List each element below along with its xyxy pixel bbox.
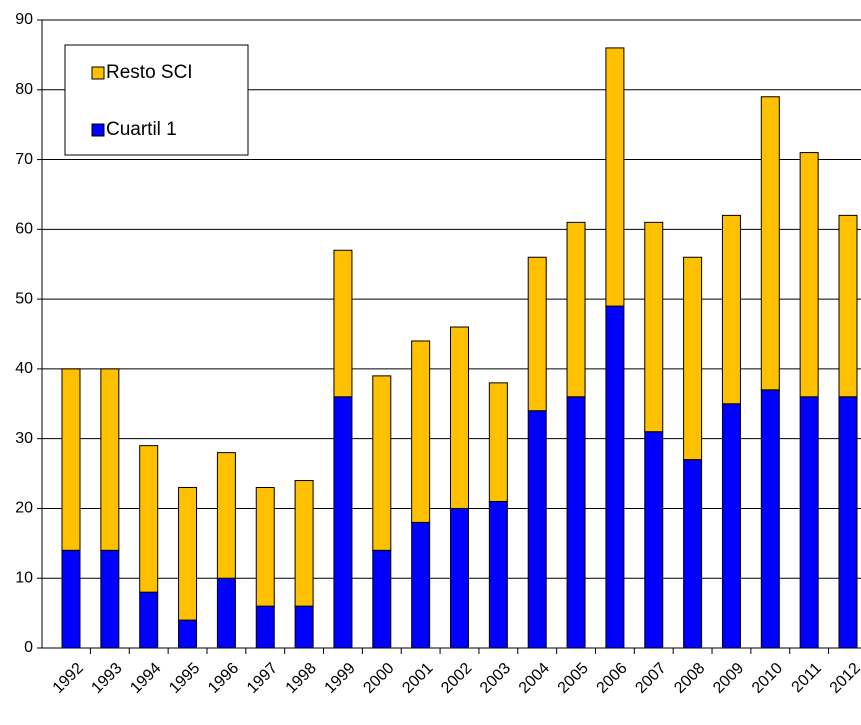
bar-segment [683, 256, 703, 461]
bar-segment [644, 221, 664, 433]
x-tick-label: 2001 [399, 660, 436, 697]
bar-segment [644, 431, 664, 649]
bar-segment [255, 487, 275, 607]
bar-segment [216, 452, 236, 579]
bar-segment [333, 396, 353, 649]
bar-segment [566, 221, 586, 398]
x-tick-label: 2006 [594, 660, 631, 697]
bar-segment [605, 47, 625, 307]
x-tick-label: 2010 [749, 660, 786, 697]
bar-segment [294, 605, 314, 649]
legend-swatch [91, 123, 105, 137]
y-tick-label: 70 [15, 151, 33, 168]
x-tick-label: 2009 [710, 660, 747, 697]
bar-segment [721, 403, 741, 649]
bar-segment [527, 256, 547, 412]
bar-segment [683, 459, 703, 649]
bar-segment [216, 577, 236, 649]
bar-segment [566, 396, 586, 649]
x-tick-label: 1999 [322, 660, 359, 697]
x-tick-label: 1993 [88, 660, 125, 697]
x-tick-label: 2002 [438, 660, 475, 697]
bar-segment [760, 96, 780, 391]
x-tick-label: 2008 [671, 660, 708, 697]
bar-segment [799, 396, 819, 649]
bar-segment [100, 368, 120, 551]
bar-segment [372, 549, 392, 649]
x-tick-label: 1997 [244, 660, 281, 697]
y-tick-label: 20 [15, 500, 33, 517]
legend-swatch [91, 66, 105, 80]
bar-segment [100, 549, 120, 649]
x-tick-label: 2003 [477, 660, 514, 697]
bar-segment [527, 410, 547, 649]
bar-segment [255, 605, 275, 649]
x-tick-label: 1994 [127, 660, 164, 697]
bar-segment [450, 507, 469, 649]
x-tick-label: 1998 [283, 660, 320, 697]
bar-segment [411, 521, 431, 649]
bar-segment [178, 487, 198, 621]
bar-segment [139, 445, 159, 593]
legend-label: Resto SCI [106, 62, 193, 83]
y-tick-label: 90 [15, 11, 33, 28]
y-tick-label: 50 [15, 290, 33, 307]
x-tick-label: 1995 [166, 660, 203, 697]
y-tick-label: 0 [24, 639, 33, 656]
x-tick-label: 2007 [632, 660, 669, 697]
bar-segment [488, 500, 508, 649]
x-tick-label: 2005 [555, 660, 592, 697]
bar-segment [178, 619, 198, 649]
y-tick-label: 40 [15, 360, 33, 377]
x-tick-label: 2000 [360, 660, 397, 697]
bar-segment [139, 591, 159, 649]
y-tick-label: 10 [15, 569, 33, 586]
y-tick-label: 30 [15, 430, 33, 447]
bar-segment [411, 340, 431, 523]
bar-segment [372, 375, 392, 551]
y-tick-label: 60 [15, 221, 33, 238]
bar-segment [450, 326, 469, 509]
x-tick-label: 2004 [516, 660, 553, 697]
x-tick-label: 2011 [789, 660, 825, 696]
x-tick-label: 2012 [827, 660, 861, 697]
legend-box [64, 44, 249, 156]
y-tick-label: 80 [15, 81, 33, 98]
bar-segment [721, 214, 741, 405]
x-tick-label: 1996 [205, 660, 242, 697]
bar-segment [760, 389, 780, 649]
bar-segment [605, 305, 625, 649]
bar-segment [294, 480, 314, 607]
bar-segment [488, 382, 508, 502]
bar-segment [838, 214, 858, 398]
bar-segment [333, 249, 353, 398]
bar-segment [799, 152, 819, 398]
x-tick-label: 1992 [50, 660, 87, 697]
bar-segment [61, 368, 81, 551]
bar-segment [61, 549, 81, 649]
legend-label: Cuartil 1 [106, 119, 177, 140]
bar-segment [838, 396, 858, 649]
